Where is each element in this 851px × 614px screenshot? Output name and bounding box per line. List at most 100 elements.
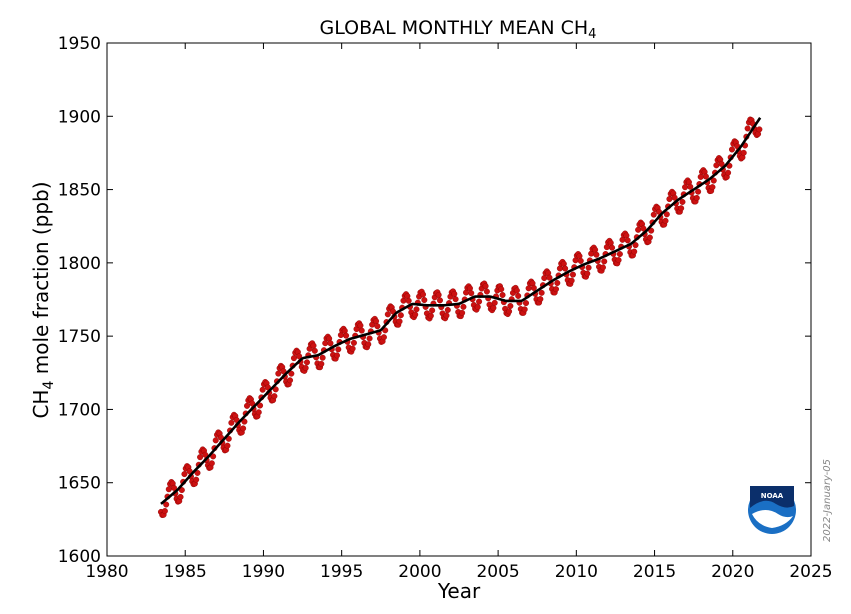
monthly-mean-point bbox=[318, 360, 325, 367]
monthly-mean-point bbox=[421, 297, 428, 304]
x-tick-label: 2015 bbox=[633, 562, 676, 582]
monthly-mean-point bbox=[350, 339, 357, 346]
noaa-logo-wave bbox=[752, 510, 793, 528]
monthly-mean-point bbox=[729, 146, 736, 153]
monthly-mean-point bbox=[171, 484, 178, 491]
monthly-mean-point bbox=[577, 257, 584, 264]
trend-line bbox=[160, 117, 762, 505]
monthly-mean-point bbox=[451, 290, 458, 297]
monthly-mean-point bbox=[631, 248, 638, 255]
x-tick-label: 2005 bbox=[476, 562, 519, 582]
monthly-mean-point bbox=[459, 309, 466, 316]
monthly-mean-point bbox=[601, 258, 608, 265]
x-tick-label: 1995 bbox=[320, 562, 363, 582]
monthly-mean-point bbox=[663, 211, 670, 218]
x-tick-label: 1985 bbox=[164, 562, 207, 582]
monthly-mean-point bbox=[257, 402, 264, 409]
monthly-mean-point bbox=[240, 425, 247, 432]
monthly-mean-point bbox=[592, 246, 599, 253]
monthly-mean-point bbox=[343, 332, 350, 339]
x-tick-label: 2010 bbox=[555, 562, 598, 582]
monthly-mean-point bbox=[412, 311, 419, 318]
y-axis-label: CH4 mole fraction (ppb) bbox=[29, 181, 57, 418]
x-tick-label: 2000 bbox=[398, 562, 441, 582]
monthly-mean-point bbox=[679, 198, 686, 205]
monthly-mean-point bbox=[744, 125, 751, 132]
monthly-mean-point bbox=[288, 370, 295, 377]
monthly-mean-point bbox=[303, 359, 310, 366]
monthly-mean-point bbox=[335, 346, 342, 353]
monthly-mean-point bbox=[713, 162, 720, 169]
monthly-mean-point bbox=[650, 211, 657, 218]
monthly-mean-point bbox=[373, 318, 380, 325]
x-axis: 1980 1985 1990 1995 2000 2005 2010 2015 2020 2025 bbox=[85, 43, 833, 582]
monthly-mean-point bbox=[405, 297, 412, 304]
monthly-mean-point bbox=[521, 306, 528, 313]
y-axis-label-subscript: 4 bbox=[41, 381, 57, 390]
monthly-mean-point bbox=[609, 244, 616, 251]
monthly-mean-point bbox=[413, 306, 420, 313]
monthly-mean-point bbox=[756, 126, 763, 133]
monthly-mean-point bbox=[275, 370, 282, 377]
noaa-logo-icon: NOAA bbox=[748, 486, 796, 534]
monthly-mean-point bbox=[452, 296, 459, 303]
monthly-mean-point bbox=[224, 442, 231, 449]
monthly-mean-point bbox=[460, 303, 467, 310]
monthly-mean-point bbox=[374, 323, 381, 330]
monthly-mean-point bbox=[435, 291, 442, 298]
monthly-mean-points bbox=[157, 116, 763, 518]
monthly-mean-point bbox=[490, 304, 497, 311]
monthly-mean-point bbox=[530, 284, 537, 291]
monthly-mean-point bbox=[212, 437, 219, 444]
y-axis-label-main: CH bbox=[29, 390, 53, 419]
monthly-mean-point bbox=[682, 184, 689, 191]
monthly-mean-point bbox=[491, 299, 498, 306]
monthly-mean-point bbox=[319, 354, 326, 361]
noaa-logo-text: NOAA bbox=[761, 492, 784, 500]
monthly-mean-point bbox=[327, 340, 334, 347]
monthly-mean-point bbox=[513, 287, 520, 294]
y-tick-label: 1700 bbox=[58, 400, 101, 420]
chart-title: GLOBAL MONTHLY MEAN CH4 bbox=[320, 17, 597, 42]
monthly-mean-point bbox=[420, 291, 427, 298]
chart-title-subscript: 4 bbox=[588, 27, 596, 42]
monthly-mean-point bbox=[599, 264, 606, 271]
monthly-mean-point bbox=[161, 508, 168, 515]
y-tick-label: 1950 bbox=[58, 34, 101, 54]
y-tick-label: 1750 bbox=[58, 327, 101, 347]
monthly-mean-point bbox=[476, 298, 483, 305]
monthly-mean-point bbox=[397, 312, 404, 319]
monthly-mean-point bbox=[678, 205, 685, 212]
monthly-mean-point bbox=[710, 177, 717, 184]
monthly-mean-point bbox=[584, 270, 591, 277]
monthly-mean-point bbox=[177, 493, 184, 500]
monthly-mean-point bbox=[380, 334, 387, 341]
monthly-mean-point bbox=[616, 251, 623, 258]
monthly-mean-point bbox=[632, 242, 639, 249]
monthly-mean-point bbox=[635, 226, 642, 233]
monthly-mean-point bbox=[436, 297, 443, 304]
monthly-mean-point bbox=[163, 501, 170, 508]
monthly-mean-point bbox=[541, 275, 548, 282]
monthly-mean-point bbox=[569, 271, 576, 278]
monthly-mean-point bbox=[181, 471, 188, 478]
monthly-mean-point bbox=[702, 173, 709, 180]
monthly-mean-point bbox=[165, 486, 172, 493]
monthly-mean-point bbox=[310, 342, 317, 349]
x-tick-label: 1990 bbox=[242, 562, 285, 582]
monthly-mean-point bbox=[443, 312, 450, 319]
monthly-mean-point bbox=[259, 386, 266, 393]
y-tick-label: 1850 bbox=[58, 181, 101, 201]
monthly-mean-point bbox=[507, 302, 514, 309]
monthly-mean-point bbox=[444, 306, 451, 313]
monthly-mean-point bbox=[662, 217, 669, 224]
monthly-mean-point bbox=[697, 173, 704, 180]
monthly-mean-point bbox=[693, 194, 700, 201]
monthly-mean-point bbox=[255, 409, 262, 416]
monthly-mean-point bbox=[194, 469, 201, 476]
monthly-mean-point bbox=[349, 345, 356, 352]
plot-frame bbox=[106, 42, 812, 557]
y-tick-label: 1900 bbox=[58, 107, 101, 127]
monthly-mean-point bbox=[499, 291, 506, 298]
